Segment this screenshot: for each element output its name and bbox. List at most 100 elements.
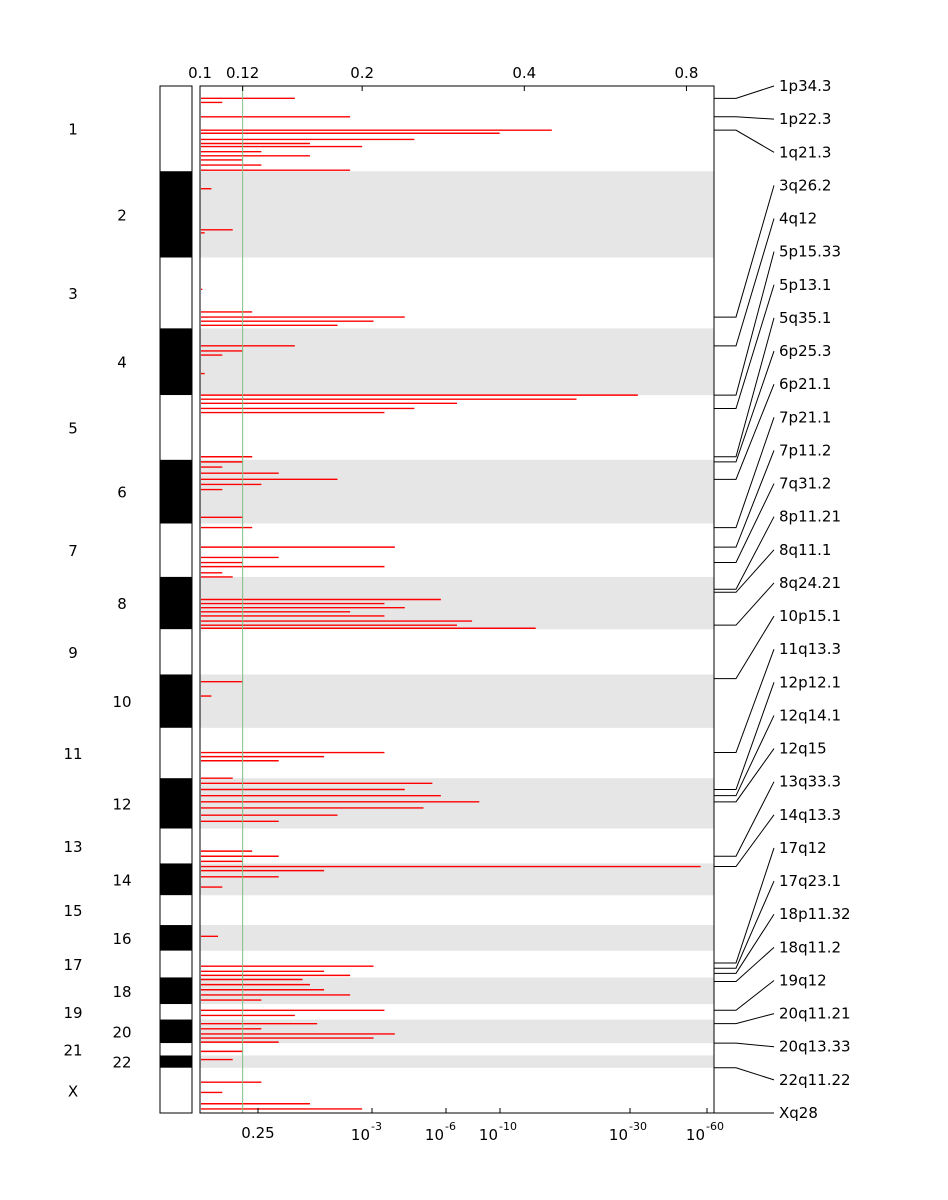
cytoband-leader-20 [714, 748, 775, 803]
cytoband-label-7q31.2: 7q31.2 [779, 475, 831, 493]
cytoband-leader-8 [714, 350, 775, 463]
top-tick-label-1: 0.12 [226, 64, 259, 82]
chromosome-stripes [200, 171, 714, 1068]
cytoband-label-10p15.1: 10p15.1 [779, 607, 841, 625]
cytoband-label-18p11.32: 18p11.32 [779, 905, 851, 923]
karyo-band-18 [160, 977, 192, 1005]
chrom-label-4: 4 [117, 354, 127, 372]
cytoband-leader-16 [714, 615, 775, 680]
karyo-band-15 [160, 895, 192, 926]
chrom-label-21: 21 [63, 1041, 82, 1059]
chrom-label-11: 11 [63, 745, 82, 763]
karyo-band-13 [160, 828, 192, 864]
stripe-chr-12 [200, 778, 714, 829]
cytoband-leader-28 [714, 1013, 775, 1025]
chrom-label-10: 10 [112, 693, 131, 711]
karyo-band-1 [160, 86, 192, 172]
stripe-chr-22 [200, 1055, 714, 1068]
cytoband-label-22q11.22: 22q11.22 [779, 1071, 851, 1089]
chrom-label-8: 8 [117, 595, 127, 613]
chrom-label-13: 13 [63, 838, 82, 856]
chrom-label-15: 15 [63, 902, 82, 920]
chrom-label-16: 16 [112, 930, 131, 948]
karyo-band-11 [160, 727, 192, 779]
chrom-label-2: 2 [117, 206, 127, 224]
cytoband-leader-19 [714, 715, 775, 797]
cytoband-leader-14 [714, 549, 775, 593]
cytoband-leader-23 [714, 847, 775, 964]
bottom-tick-exp-2: -6 [445, 1120, 456, 1133]
cytoband-label-14q13.3: 14q13.3 [779, 806, 841, 824]
cytoband-leader-27 [714, 980, 775, 1011]
cytoband-leader-0 [714, 85, 775, 99]
bottom-tick-exp-4: -30 [629, 1120, 647, 1133]
bottom-tick-exp-5: -60 [706, 1120, 724, 1133]
stripe-chr-14 [200, 863, 714, 896]
chrom-label-1: 1 [68, 121, 78, 139]
bottom-tick-label-1: 10 -3 [351, 1120, 382, 1144]
cytoband-label-8p11.21: 8p11.21 [779, 508, 841, 526]
cytoband-label-19q12: 19q12 [779, 971, 827, 989]
cytoband-labels: 1p34.3 1p22.3 1q21.3 3q26.2 4q12 5p15.33 5p13.… [714, 77, 851, 1122]
bottom-tick-base-3: 10 [479, 1126, 498, 1144]
karyo-band-6 [160, 459, 192, 524]
cytoband-leader-30 [714, 1067, 775, 1081]
karyo-band-16 [160, 925, 192, 951]
karyo-band-22 [160, 1055, 192, 1068]
cytoband-leader-1 [714, 116, 775, 120]
cytoband-leader-3 [714, 185, 775, 318]
karyo-frame [159, 85, 193, 1114]
cytoband-leader-9 [714, 383, 775, 480]
cytoband-label-8q24.21: 8q24.21 [779, 574, 841, 592]
chrom-label-17: 17 [63, 956, 82, 974]
karyo-band-20 [160, 1019, 192, 1044]
cytoband-leader-6 [714, 284, 775, 409]
stripe-chr-18 [200, 977, 714, 1005]
bottom-tick-label-0: 0.25 [241, 1124, 274, 1142]
cytoband-label-20q13.33: 20q13.33 [779, 1038, 851, 1056]
chrom-label-22: 22 [112, 1054, 131, 1072]
cytoband-label-1q21.3: 1q21.3 [779, 143, 831, 161]
cytoband-label-12q15: 12q15 [779, 740, 827, 758]
cytoband-label-12p12.1: 12p12.1 [779, 673, 841, 691]
cytoband-label-1p34.3: 1p34.3 [779, 77, 831, 95]
chrom-label-7: 7 [68, 542, 78, 560]
cytoband-leader-10 [714, 417, 775, 529]
top-tick-label-0: 0.1 [188, 64, 212, 82]
karyo-band-4 [160, 328, 192, 396]
chrom-label-9: 9 [68, 644, 78, 662]
cytoband-label-3q26.2: 3q26.2 [779, 176, 831, 194]
amplification-segments [201, 97, 701, 1110]
cytoband-leader-7 [714, 317, 775, 458]
cytoband-label-6p25.3: 6p25.3 [779, 342, 831, 360]
stripe-chr-4 [200, 328, 714, 396]
karyo-band-19 [160, 1004, 192, 1020]
bottom-tick-base-2: 10 [425, 1126, 444, 1144]
chrom-label-12: 12 [112, 795, 131, 813]
cytoband-label-5p15.33: 5p15.33 [779, 243, 841, 261]
cytoband-label-Xq28: Xq28 [779, 1104, 818, 1122]
cytoband-label-7p11.2: 7p11.2 [779, 441, 831, 459]
cytoband-leader-2 [714, 129, 775, 153]
chrom-label-20: 20 [112, 1023, 131, 1041]
cytoband-leader-5 [714, 251, 775, 396]
cytoband-leader-4 [714, 218, 775, 347]
cytoband-label-20q11.21: 20q11.21 [779, 1005, 851, 1023]
chrom-label-5: 5 [68, 419, 78, 437]
cytoband-label-17q12: 17q12 [779, 839, 827, 857]
karyo-band-X [160, 1067, 192, 1113]
karyo-band-2 [160, 171, 192, 258]
bottom-tick-exp-3: -10 [499, 1120, 517, 1133]
karyo-band-17 [160, 950, 192, 978]
chrom-label-6: 6 [117, 484, 127, 502]
cytoband-label-5q35.1: 5q35.1 [779, 309, 831, 327]
cytoband-label-4q12: 4q12 [779, 210, 817, 228]
bottom-tick-base-5: 10 [686, 1126, 705, 1144]
stripe-chr-20 [200, 1019, 714, 1044]
top-tick-label-3: 0.4 [512, 64, 536, 82]
cytoband-leader-21 [714, 781, 775, 857]
top-axis: 0.1 0.12 0.2 0.4 0.8 [188, 64, 698, 91]
cytoband-leader-17 [714, 649, 775, 754]
